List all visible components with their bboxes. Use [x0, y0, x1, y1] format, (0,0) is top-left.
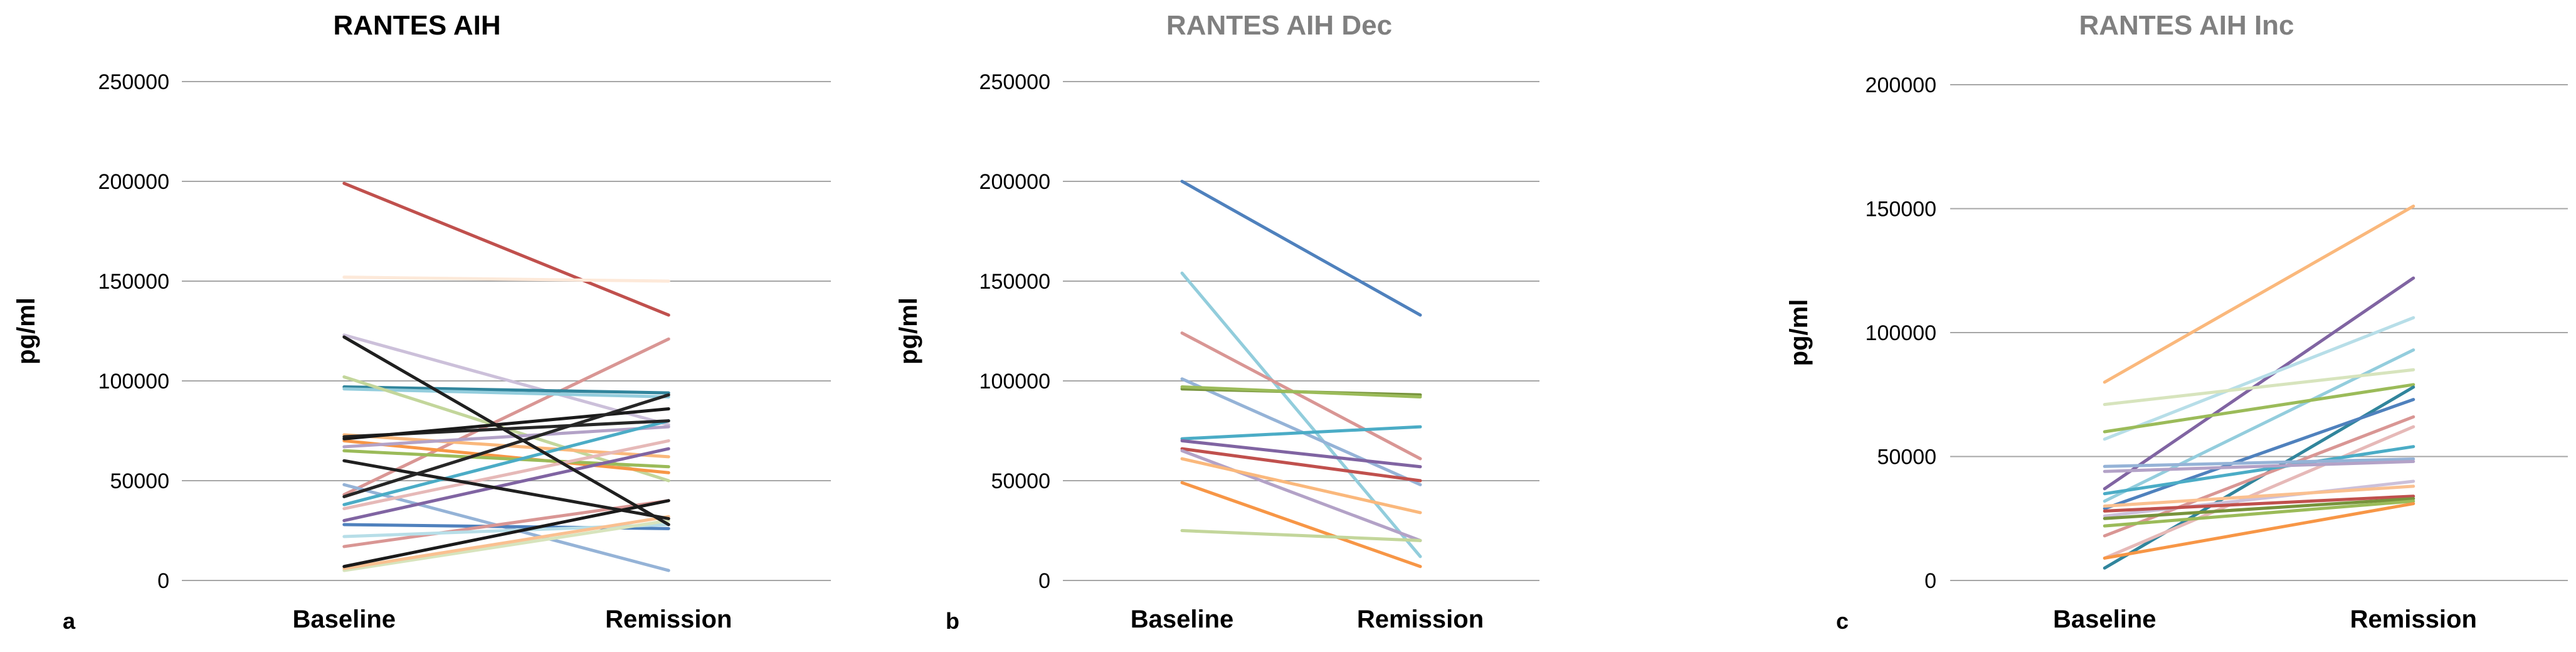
panel-letter: a	[63, 608, 76, 634]
series-line	[2103, 494, 2415, 513]
chart-title: RANTES AIH Inc	[2079, 10, 2294, 41]
x-category-label: Baseline	[1131, 606, 1234, 633]
series-line	[2103, 502, 2415, 560]
series-line	[342, 393, 670, 498]
chart-title: RANTES AIH Dec	[1166, 10, 1392, 41]
series-line	[1180, 331, 1422, 461]
y-tick-label: 200000	[98, 170, 169, 194]
panel-letter: b	[946, 608, 959, 634]
series-line	[2103, 276, 2415, 491]
series-line	[342, 407, 670, 441]
y-tick-label: 0	[1038, 569, 1050, 593]
y-axis-label: pg/ml	[1785, 299, 1813, 366]
series-line	[342, 419, 670, 506]
series-line	[1180, 449, 1422, 542]
y-tick-label: 100000	[98, 370, 169, 393]
series-line	[342, 515, 670, 570]
series-line	[342, 335, 670, 526]
y-tick-label: 0	[157, 569, 169, 593]
series-line	[342, 387, 670, 398]
x-category-label: Remission	[1357, 606, 1484, 633]
y-tick-label: 200000	[1866, 73, 1936, 97]
series-line	[2103, 479, 2415, 518]
chart-panel-a: RANTES AIH 0 50000 100000 150000 200000 250000…	[13, 10, 831, 634]
y-axis-label: pg/ml	[13, 297, 40, 365]
series-line	[1180, 425, 1422, 441]
chart-panel-c: RANTES AIH Inc 0 50000 100000 150000 200000 pg…	[1785, 10, 2568, 634]
series-line	[342, 439, 670, 511]
y-tick-label: 0	[1924, 569, 1936, 593]
y-tick-label: 250000	[979, 70, 1050, 94]
series-line	[2103, 383, 2415, 434]
series-line	[2103, 415, 2415, 538]
series-line	[2103, 497, 2415, 520]
x-category-label: Baseline	[292, 606, 396, 633]
series-line	[1180, 385, 1422, 398]
series-line	[342, 519, 670, 572]
series-line	[342, 385, 670, 395]
series-line	[342, 275, 670, 283]
series-line	[2103, 425, 2415, 560]
series-line	[1180, 179, 1422, 317]
y-tick-label: 100000	[979, 370, 1050, 393]
y-tick-label: 250000	[98, 70, 169, 94]
series-line	[1180, 457, 1422, 515]
series-line	[342, 181, 670, 317]
series-line	[342, 459, 670, 520]
chart-panel-b: RANTES AIH Dec 0 50000 100000 150000 200000 25…	[895, 10, 1539, 634]
series-line	[342, 439, 670, 474]
y-tick-label: 100000	[1866, 321, 1936, 345]
series-line	[342, 449, 670, 469]
series-line	[2103, 205, 2415, 384]
chart-title: RANTES AIH	[333, 10, 500, 41]
y-tick-label: 200000	[979, 170, 1050, 194]
series-line	[1180, 481, 1422, 569]
x-category-label: Remission	[605, 606, 732, 633]
series-line	[342, 447, 670, 523]
x-category-label: Remission	[2350, 606, 2477, 633]
y-tick-label: 150000	[979, 270, 1050, 294]
y-tick-label: 150000	[1866, 198, 1936, 222]
x-category-label: Baseline	[2053, 606, 2156, 633]
series-line	[2103, 500, 2415, 528]
y-tick-label: 50000	[991, 469, 1050, 493]
series-line	[1180, 529, 1422, 542]
series-line	[2103, 457, 2415, 468]
series-line	[1180, 439, 1422, 469]
y-axis-label: pg/ml	[895, 297, 922, 365]
y-tick-label: 150000	[98, 270, 169, 294]
series-line	[1180, 447, 1422, 483]
series-line	[342, 425, 670, 449]
y-tick-label: 50000	[110, 469, 169, 493]
panel-letter: c	[1836, 608, 1849, 634]
series-line	[2103, 398, 2415, 510]
series-line	[342, 333, 670, 427]
series-line	[2103, 368, 2415, 407]
y-tick-label: 50000	[1877, 446, 1936, 469]
series-line	[2103, 484, 2415, 508]
series-line	[2103, 445, 2415, 496]
series-line	[2103, 316, 2415, 441]
series-line	[342, 499, 670, 569]
series-line	[1180, 271, 1422, 558]
series-line	[2103, 459, 2415, 473]
series-line	[342, 337, 670, 496]
